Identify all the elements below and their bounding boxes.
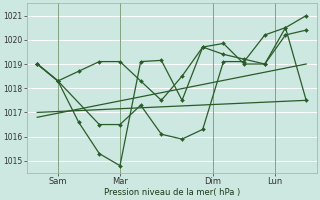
X-axis label: Pression niveau de la mer( hPa ): Pression niveau de la mer( hPa ) — [104, 188, 240, 197]
